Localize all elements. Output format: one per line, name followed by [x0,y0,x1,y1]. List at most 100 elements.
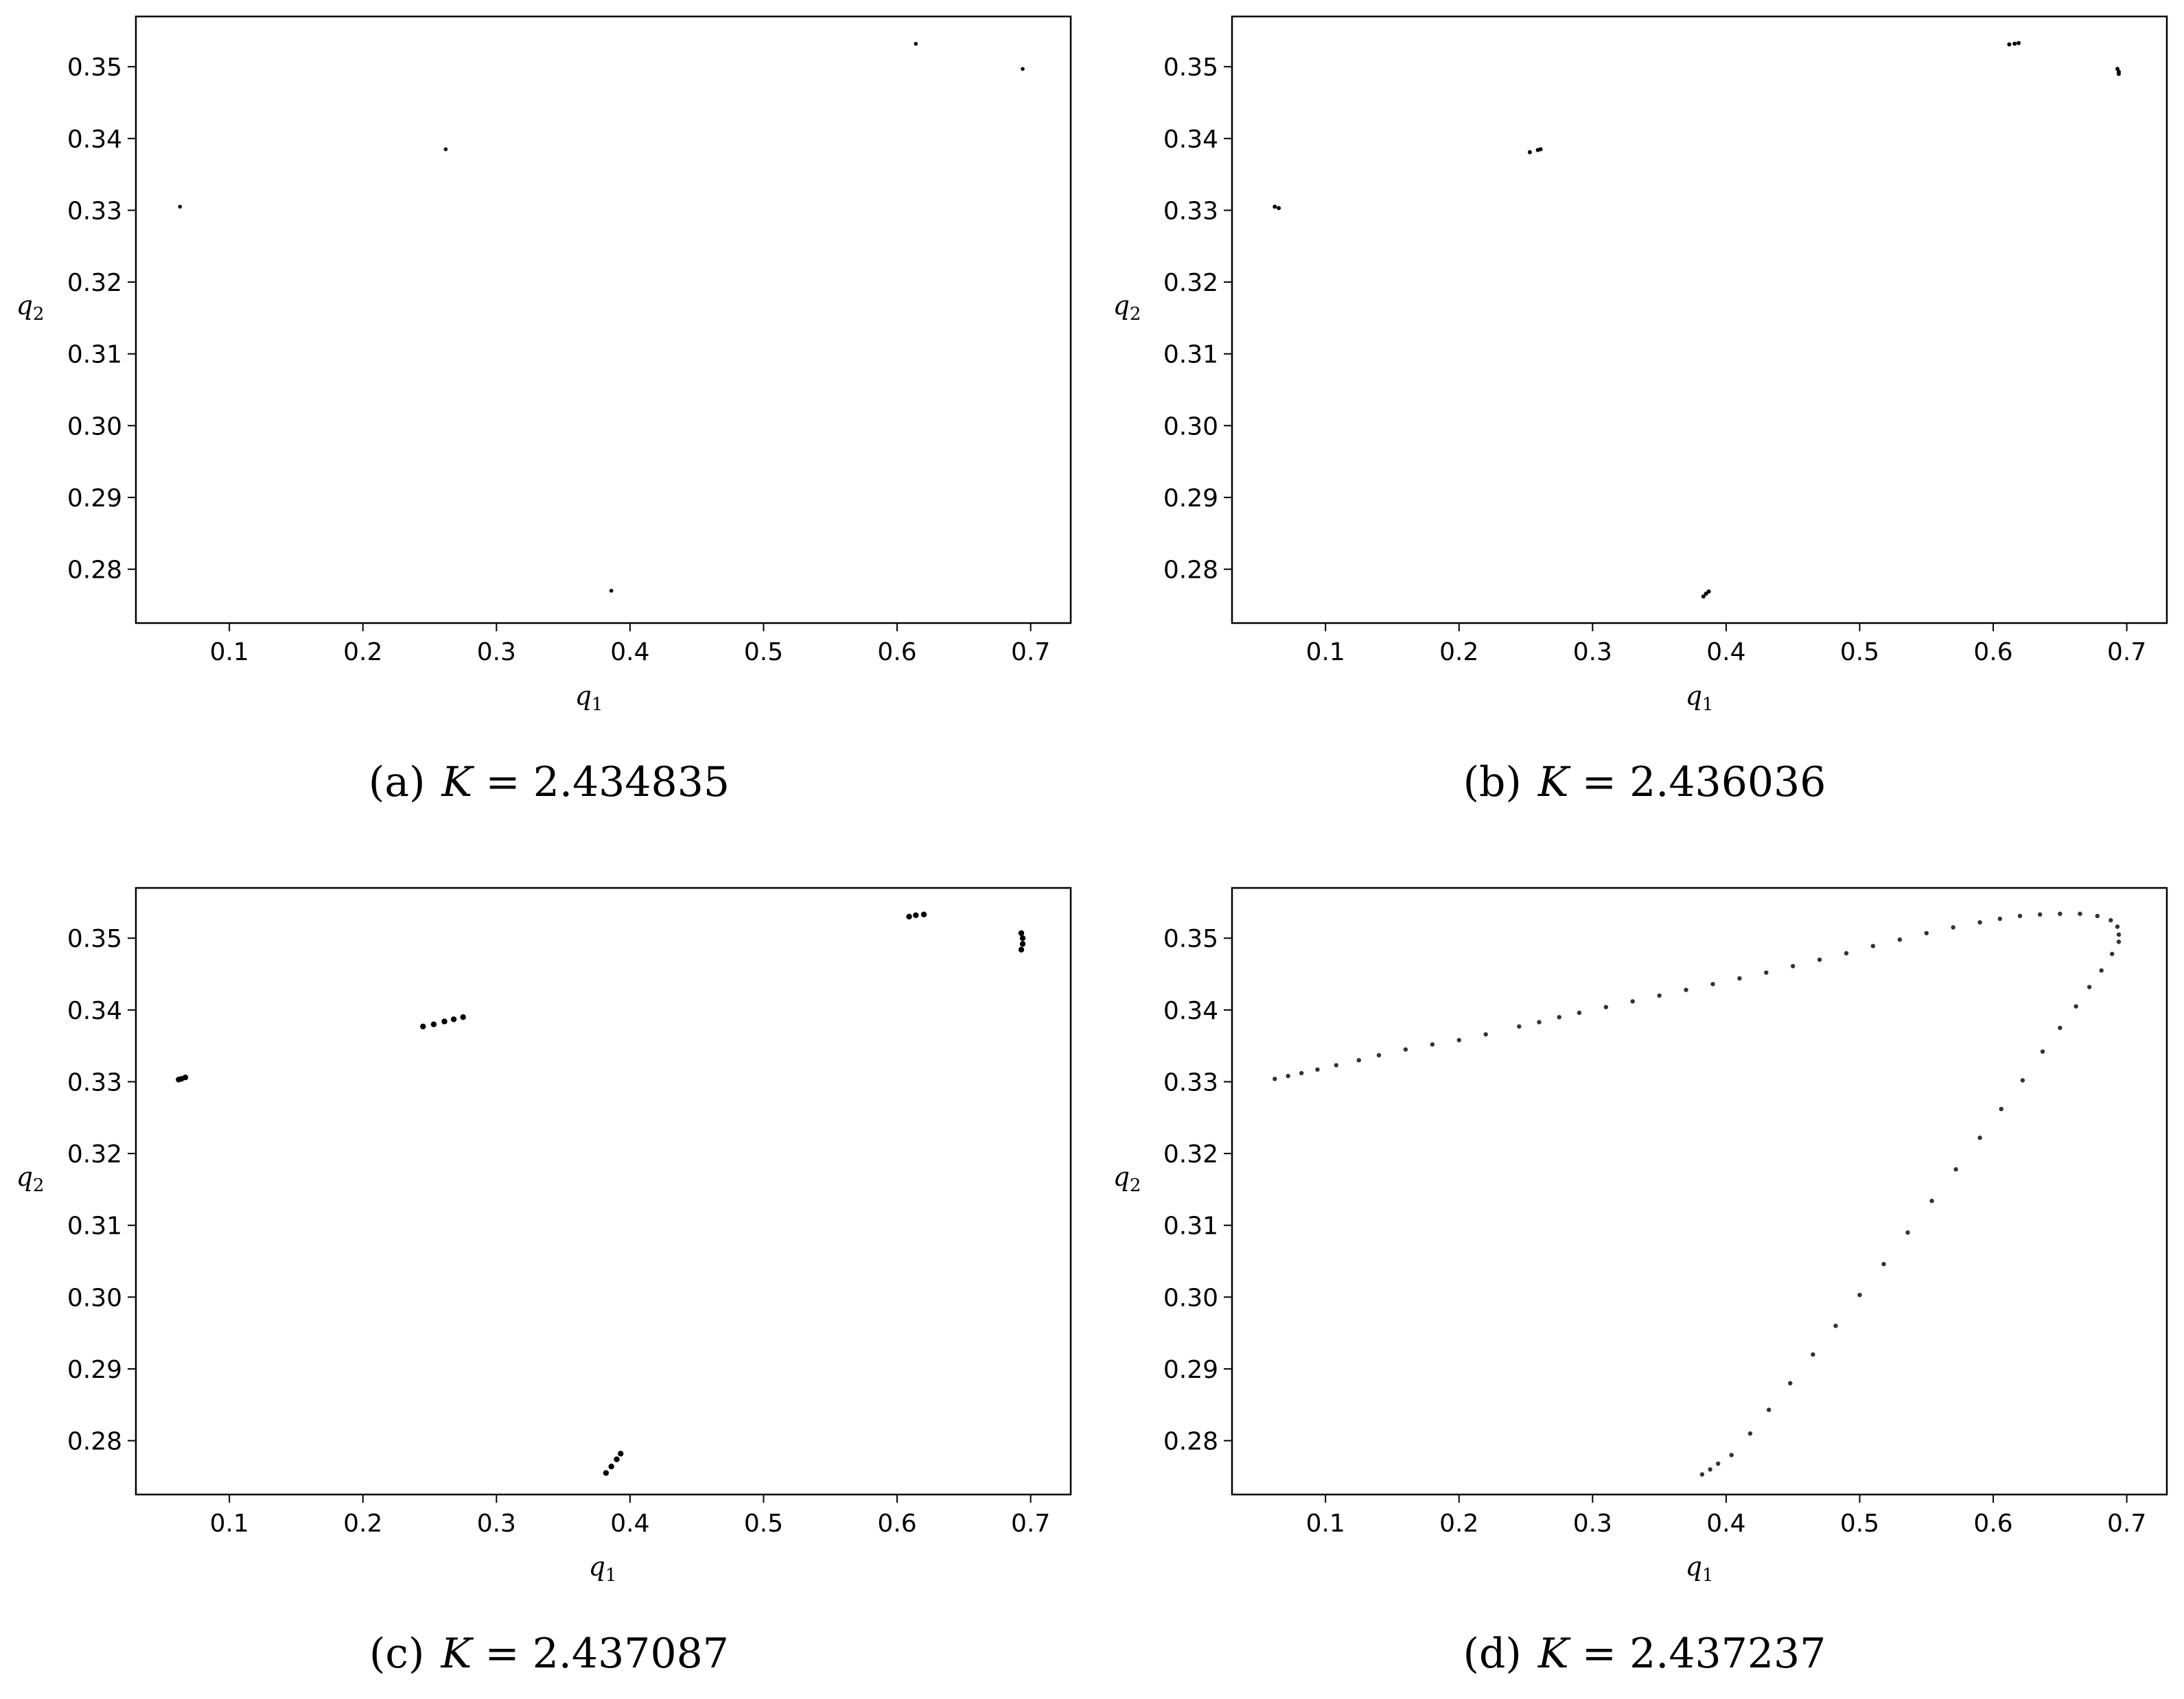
panel-c: 0.1 0.2 0.3 0.4 0.5 0.6 0.7 0.280.290.300.310.… [16,887,1072,1678]
point-d-11 [1517,1024,1522,1029]
y-ticks-a: 0.28 0.29 0.30 0.31 0.32 0.33 0.34 0.35 [67,54,136,585]
x-tick-label-c-4: 0.5 [744,1510,783,1538]
y-tick-label-b-5: 0.33 [1163,197,1218,225]
point-d-39 [2116,939,2122,944]
x-tick-label-b-3: 0.4 [1706,638,1745,666]
caption-b-eq: = [1569,758,1629,806]
point-a-0 [178,204,183,209]
point-d-30 [1997,916,2002,922]
point-c-9 [608,1464,614,1470]
point-d-58 [1747,1431,1753,1436]
point-d-40 [2110,952,2115,957]
point-d-50 [1929,1198,1934,1204]
x-axis-label-a: q1 [575,681,603,715]
point-c-6 [450,1016,457,1022]
y-axis-label-c: q2 [16,1162,45,1196]
point-d-53 [1857,1293,1862,1298]
x-tick-label-d-3: 0.4 [1706,1510,1745,1538]
y-tick-label-b-1: 0.29 [1163,484,1218,513]
point-d-52 [1881,1262,1886,1267]
point-d-10 [1483,1032,1488,1037]
x-ticks-b: 0.1 0.2 0.3 0.4 0.5 0.6 0.7 [1306,623,2146,666]
point-c-13 [913,912,919,919]
point-d-8 [1430,1042,1435,1047]
x-tick-label-c-0: 0.1 [210,1510,249,1538]
point-b-0 [1273,204,1277,209]
x-tick-label-b-6: 0.7 [2107,638,2146,666]
point-d-21 [1764,970,1769,975]
y-tick-label-c-2: 0.30 [67,1284,122,1312]
caption-c-var: K [440,1630,474,1678]
x-tick-label-a-3: 0.4 [610,638,649,666]
x-tick-label-b-2: 0.3 [1573,638,1612,666]
point-c-16 [1019,935,1026,941]
plot-frame-a [135,15,1072,624]
point-d-3 [1315,1067,1320,1072]
point-d-60 [1716,1461,1721,1466]
caption-a-value: 2.434835 [533,758,730,806]
x-tick-label-c-1: 0.2 [343,1510,382,1538]
point-a-2 [609,589,614,593]
x-tick-label-b-5: 0.6 [1973,638,2012,666]
point-c-5 [441,1018,448,1024]
point-d-44 [2058,1025,2063,1031]
x-tick-label-c-6: 0.7 [1011,1510,1050,1538]
y-axis-label-b: q2 [1113,290,1141,325]
y-tick-label-d-4: 0.32 [1163,1140,1218,1169]
y-ticks-c: 0.28 0.29 0.30 0.31 0.32 0.33 0.34 0.35 [67,925,136,1456]
point-c-17 [1019,941,1026,947]
point-d-28 [1951,925,1955,930]
plot-frame-d [1231,887,2168,1496]
points-b [1273,40,2121,599]
point-d-59 [1729,1453,1734,1457]
point-c-11 [618,1451,624,1457]
y-tick-label-b-0: 0.28 [1163,556,1218,585]
point-d-17 [1657,993,1662,998]
points-a [178,42,1025,593]
y-tick-label-d-5: 0.33 [1163,1068,1218,1097]
y-tick-label-d-2: 0.30 [1163,1284,1218,1312]
point-d-57 [1767,1407,1771,1412]
point-d-36 [2109,917,2113,923]
caption-b-var: K [1537,758,1571,806]
x-tick-label-d-6: 0.7 [2107,1510,2146,1538]
y-tick-label-c-5: 0.33 [67,1068,122,1097]
point-d-54 [1833,1324,1838,1328]
point-d-56 [1788,1381,1793,1386]
point-b-13 [2117,71,2121,76]
y-tick-label-c-0: 0.28 [67,1428,122,1456]
caption-d-eq: = [1569,1630,1629,1678]
y-tick-label-a-4: 0.32 [67,269,122,297]
caption-a: (a) K = 2.434835 [369,758,730,806]
y-tick-label-a-7: 0.35 [67,54,122,82]
point-d-61 [1708,1467,1712,1472]
x-tick-label-a-1: 0.2 [343,638,382,666]
points-c [176,911,1026,1476]
point-d-37 [2115,924,2120,929]
point-c-3 [420,1023,426,1030]
point-d-18 [1684,987,1688,992]
point-a-1 [443,147,448,152]
point-d-27 [1924,930,1929,936]
caption-c-value: 2.437087 [533,1630,729,1678]
point-b-4 [1538,147,1543,152]
point-d-34 [2078,911,2082,916]
point-d-16 [1630,999,1635,1004]
point-d-55 [1811,1352,1815,1357]
point-b-9 [2012,41,2017,46]
point-d-1 [1286,1073,1290,1079]
point-d-6 [1376,1053,1382,1058]
y-tick-label-a-5: 0.33 [67,197,122,225]
point-c-4 [430,1021,437,1028]
point-d-46 [2020,1078,2025,1083]
point-a-3 [914,42,918,46]
y-tick-label-a-6: 0.34 [67,126,122,154]
y-tick-label-c-7: 0.35 [67,925,122,953]
panel-a: 0.1 0.2 0.3 0.4 0.5 0.6 0.7 0.280.290.300.310.… [16,15,1072,806]
y-tick-label-b-2: 0.30 [1163,412,1218,441]
caption-a-eq: = [472,758,533,806]
point-d-49 [1953,1167,1958,1172]
point-d-22 [1791,963,1796,969]
y-tick-label-c-4: 0.32 [67,1140,122,1169]
